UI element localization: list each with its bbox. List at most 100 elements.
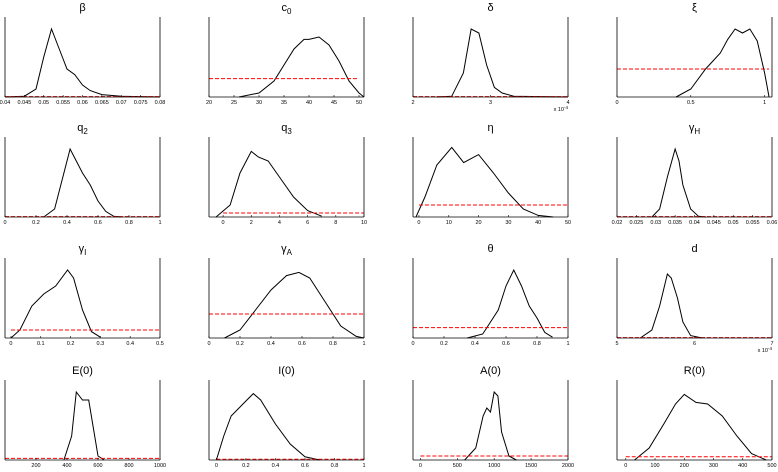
x-tick-label: 0.06 <box>77 100 88 106</box>
density-curve <box>436 28 569 98</box>
x-tick-label: 200 <box>31 463 40 469</box>
x-tick-label: 0.5 <box>687 100 695 106</box>
density-curve <box>10 269 101 339</box>
x-tick-label: 0.3 <box>97 341 105 347</box>
title-main: A(0) <box>480 365 501 377</box>
x-tick-label: 0.4 <box>267 341 275 347</box>
x-tick-label: 0.4 <box>272 463 280 469</box>
title-main: γ <box>79 243 85 255</box>
title-main: γ <box>689 122 695 134</box>
title-main: c <box>282 2 288 14</box>
x-tick-label: 0.4 <box>63 220 71 226</box>
x-tick-label: 0 <box>215 463 218 469</box>
x-tick-label: 0.8 <box>125 220 133 226</box>
x-tick-label: 0.6 <box>301 463 309 469</box>
panel-title: c0 <box>282 2 293 16</box>
x-tick-label: 0.035 <box>668 220 682 226</box>
x-tick-label: 0.045 <box>707 220 721 226</box>
density-curve <box>215 150 322 218</box>
x-tick-label: 0.07 <box>116 100 127 106</box>
scale-base: x 10 <box>758 348 768 354</box>
x-tick-label: 0.08 <box>155 100 166 106</box>
panel-title: R(0) <box>684 365 705 377</box>
x-tick-label: 1000 <box>488 463 500 469</box>
density-curve <box>4 27 161 98</box>
x-tick-label: 0.2 <box>236 341 244 347</box>
title-sub: A <box>287 248 293 257</box>
x-tick-label: 0 <box>207 341 210 347</box>
x-tick-label: 4 <box>566 100 569 106</box>
x-tick-label: 8 <box>334 220 337 226</box>
title-main: η <box>487 122 493 134</box>
x-tick-label: 7 <box>770 341 773 347</box>
x-tick-label: 0.055 <box>746 220 760 226</box>
x-tick-label: 100 <box>650 463 659 469</box>
panel-title: δ <box>487 2 493 14</box>
title-sub: I <box>84 248 86 257</box>
panel-title: η <box>487 122 493 134</box>
panel-title: q2 <box>77 122 88 136</box>
x-tick-label: 35 <box>281 100 287 106</box>
x-tick-label: 0.03 <box>650 220 661 226</box>
title-main: d <box>691 243 697 255</box>
x-tick-label: 40 <box>535 220 541 226</box>
scale-exp: -4 <box>564 105 568 110</box>
x-tick-label: 800 <box>124 463 133 469</box>
x-tick-label: 0.8 <box>329 341 337 347</box>
panel-title: E(0) <box>72 365 93 377</box>
density-curve <box>675 28 770 98</box>
x-tick-label: 10 <box>361 220 367 226</box>
x-tick-label: 0 <box>419 463 422 469</box>
x-tick-label: 1000 <box>154 463 166 469</box>
density-curve <box>63 390 105 461</box>
x-tick-label: 1 <box>566 341 569 347</box>
x-tick-label: 0.2 <box>242 463 250 469</box>
x-tick-label: 2 <box>411 100 414 106</box>
title-sub: 0 <box>287 7 292 16</box>
panel-title: I(0) <box>278 365 295 377</box>
panel-title: ξ <box>692 2 697 14</box>
x-tick-label: 0.06 <box>767 220 778 226</box>
panel-title: q3 <box>281 122 292 136</box>
x-tick-label: 400 <box>738 463 747 469</box>
x-tick-label: 6 <box>306 220 309 226</box>
title-sub: H <box>694 127 700 136</box>
x-tick-label: 0.5 <box>156 341 164 347</box>
x-tick-label: 0.6 <box>298 341 306 347</box>
title-main: q <box>77 122 83 134</box>
x-tick-label: 0.05 <box>38 100 49 106</box>
x-tick-label: 0 <box>417 220 420 226</box>
x-tick-label: 20 <box>206 100 212 106</box>
title-main: δ <box>487 2 493 14</box>
x-tick-label: 0.2 <box>67 341 75 347</box>
x-tick-label: 0.02 <box>612 220 623 226</box>
x-tick-label: 0.4 <box>126 341 134 347</box>
title-main: β <box>79 2 85 14</box>
x-tick-label: 30 <box>256 100 262 106</box>
x-tick-label: 0.8 <box>331 463 339 469</box>
x-tick-label: 500 <box>767 463 776 469</box>
x-tick-label: 1 <box>362 463 365 469</box>
x-tick-label: 0.055 <box>56 100 70 106</box>
x-tick-label: 500 <box>453 463 462 469</box>
x-tick-label: 50 <box>356 100 362 106</box>
panel-title: d <box>691 243 697 255</box>
x-tick-label: 3 <box>489 100 492 106</box>
x-tick-label: 1500 <box>525 463 537 469</box>
scale-exp: -4 <box>768 346 772 351</box>
x-tick-label: 40 <box>306 100 312 106</box>
scale-note: x 10-4 <box>758 346 773 354</box>
title-main: γ <box>281 243 287 255</box>
x-tick-label: 600 <box>93 463 102 469</box>
x-tick-label: 0.065 <box>95 100 109 106</box>
x-tick-label: 45 <box>331 100 337 106</box>
panel-title: A(0) <box>480 365 501 377</box>
title-main: I(0) <box>278 365 295 377</box>
x-tick-label: 200 <box>680 463 689 469</box>
x-tick-label: 0.2 <box>32 220 40 226</box>
x-tick-label: 0.1 <box>37 341 45 347</box>
density-curve <box>639 272 703 339</box>
x-tick-label: 0.8 <box>533 341 541 347</box>
